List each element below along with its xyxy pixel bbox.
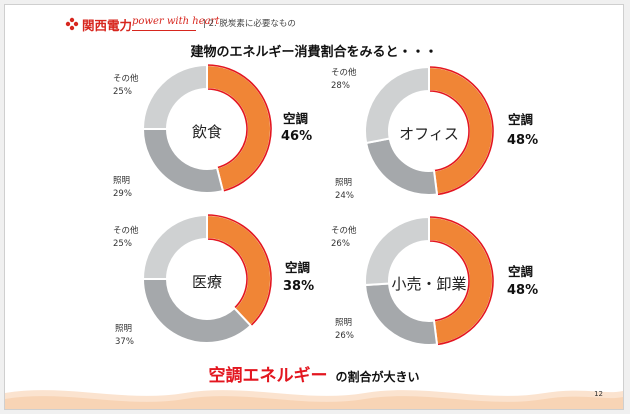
- other-percent: 25%: [113, 239, 132, 249]
- conclusion: 空調エネルギー の割合が大きい: [5, 361, 623, 386]
- lighting-percent: 29%: [113, 189, 132, 199]
- ac-percent: 38%: [283, 279, 315, 294]
- other-percent: 26%: [331, 239, 350, 249]
- lighting-segment: [141, 278, 253, 344]
- lighting-label-group: 照明 24%: [335, 177, 354, 203]
- other-segment: [364, 65, 430, 145]
- footer-wave-decoration: [5, 390, 623, 409]
- other-label-group: その他 25%: [113, 225, 139, 251]
- lighting-label-group: 照明 37%: [115, 323, 134, 349]
- tagline-underline: [132, 30, 196, 31]
- lighting-percent: 37%: [115, 337, 134, 347]
- chart-title: 小売・卸業: [391, 275, 467, 293]
- kepco-logo-icon: [65, 17, 79, 31]
- other-percent: 28%: [331, 81, 350, 91]
- donut-retail: [364, 215, 494, 346]
- page-number: 12: [594, 390, 603, 398]
- other-label-group: その他 28%: [331, 67, 357, 93]
- other-label-group: その他 26%: [331, 225, 357, 251]
- other-label: その他: [113, 74, 139, 84]
- slide-headline: 建物のエネルギー消費割合をみると・・・: [190, 45, 438, 60]
- ac-segment-outline: [206, 64, 272, 192]
- conclusion-text: の割合が大きい: [335, 370, 420, 384]
- chart-title: 医療: [191, 273, 222, 291]
- donut-office: [364, 65, 494, 196]
- lighting-label: 照明: [113, 176, 131, 186]
- ac-label: 空調: [508, 112, 534, 127]
- ac-label: 空調: [285, 260, 311, 275]
- other-label-group: その他 25%: [113, 73, 139, 99]
- chart-title: オフィス: [399, 125, 459, 143]
- other-label: その他: [331, 68, 357, 78]
- other-segment: [364, 215, 430, 287]
- lighting-label-group: 照明 26%: [335, 317, 354, 343]
- other-label: その他: [331, 226, 357, 236]
- company-tagline: power with heart: [132, 16, 220, 27]
- ac-label: 空調: [508, 264, 534, 279]
- conclusion-emphasis: 空調エネルギー: [208, 366, 328, 386]
- lighting-label: 照明: [115, 324, 133, 334]
- donut-restaurant: [141, 63, 272, 194]
- other-label: その他: [113, 226, 139, 236]
- lighting-label: 照明: [335, 178, 353, 188]
- other-percent: 25%: [113, 87, 132, 97]
- section-title: | 2. 脱炭素に必要なもの: [203, 19, 296, 29]
- lighting-label-group: 照明 29%: [113, 175, 132, 201]
- ac-percent: 46%: [281, 129, 313, 144]
- donut-medical: [141, 213, 272, 344]
- other-segment: [141, 213, 208, 280]
- company-name: 関西電力: [82, 18, 133, 33]
- lighting-segment: [364, 137, 439, 196]
- ac-segment-outline: [428, 216, 494, 346]
- lighting-percent: 26%: [335, 331, 354, 341]
- other-segment: [141, 63, 208, 130]
- ac-label: 空調: [283, 111, 309, 126]
- ac-segment-outline: [428, 66, 494, 196]
- chart-title: 飲食: [191, 123, 222, 141]
- lighting-percent: 24%: [335, 191, 354, 201]
- slide: 関西電力 power with heart | 2. 脱炭素に必要なもの 建物の…: [4, 4, 624, 410]
- ac-percent: 48%: [507, 133, 539, 148]
- ac-percent: 48%: [507, 283, 539, 298]
- lighting-label: 照明: [335, 318, 353, 328]
